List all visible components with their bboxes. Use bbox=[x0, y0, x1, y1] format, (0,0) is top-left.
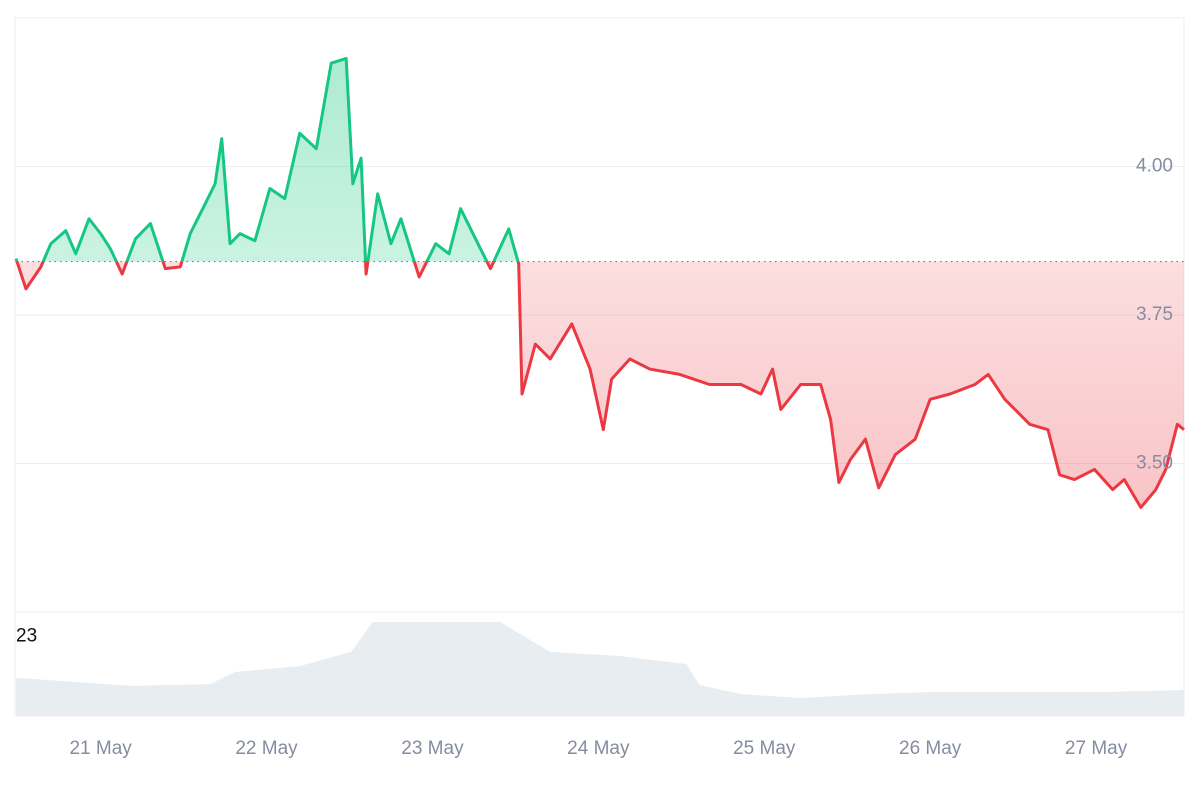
y-tick-label: 4.00 bbox=[1136, 156, 1173, 177]
y-tick-label: 3.75 bbox=[1136, 304, 1173, 325]
area-down bbox=[16, 261, 1184, 508]
price-line-up bbox=[14, 56, 520, 262]
x-tick-label: 27 May bbox=[1065, 738, 1128, 759]
area-up bbox=[16, 58, 1184, 262]
volume-tick-label: 23 bbox=[16, 625, 37, 646]
x-tick-label: 25 May bbox=[733, 738, 796, 759]
price-line-down bbox=[15, 261, 1185, 509]
x-tick-label: 26 May bbox=[899, 738, 962, 759]
x-tick-label: 21 May bbox=[69, 738, 132, 759]
volume-area bbox=[16, 622, 1184, 716]
x-tick-label: 24 May bbox=[567, 738, 630, 759]
x-tick-label: 23 May bbox=[401, 738, 464, 759]
y-tick-label: 3.50 bbox=[1136, 453, 1173, 474]
x-tick-label: 22 May bbox=[235, 738, 298, 759]
